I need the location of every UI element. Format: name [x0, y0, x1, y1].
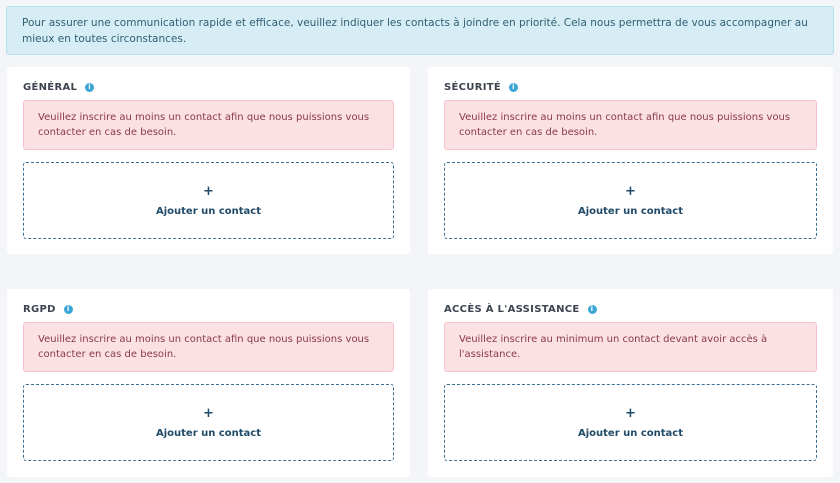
alert-message: Veuillez inscrire au moins un contact af… [23, 100, 394, 150]
add-contact-button[interactable]: + Ajouter un contact [444, 384, 817, 461]
card-title: SÉCURITÉ [444, 81, 501, 93]
plus-icon: + [625, 183, 636, 199]
plus-icon: + [625, 405, 636, 421]
add-contact-button[interactable]: + Ajouter un contact [23, 384, 394, 461]
card-rgpd: RGPD i Veuillez inscrire au moins un cont… [7, 289, 410, 477]
plus-icon: + [203, 183, 214, 199]
card-general: GÉNÉRAL i Veuillez inscrire au moins un c… [7, 67, 410, 254]
card-title: GÉNÉRAL [23, 81, 78, 93]
add-contact-label: Ajouter un contact [577, 205, 683, 217]
info-banner: Pour assurer une communication rapide et… [6, 6, 834, 55]
info-icon[interactable]: i [85, 82, 95, 92]
plus-icon: + [203, 405, 214, 421]
add-contact-label: Ajouter un contact [155, 427, 261, 439]
info-icon[interactable]: i [587, 304, 597, 314]
add-contact-label: Ajouter un contact [155, 205, 261, 217]
info-icon[interactable]: i [63, 304, 73, 314]
card-title: RGPD [23, 303, 56, 315]
card-securite: SÉCURITÉ i Veuillez inscrire au moins un … [428, 67, 833, 254]
add-contact-label: Ajouter un contact [577, 427, 683, 439]
add-contact-button[interactable]: + Ajouter un contact [23, 162, 394, 239]
alert-message: Veuillez inscrire au moins un contact af… [444, 100, 817, 150]
alert-message: Veuillez inscrire au minimum un contact … [444, 322, 817, 372]
card-title: ACCÈS À L'ASSISTANCE [444, 303, 580, 315]
alert-message: Veuillez inscrire au moins un contact af… [23, 322, 394, 372]
add-contact-button[interactable]: + Ajouter un contact [444, 162, 817, 239]
card-acces-assistance: ACCÈS À L'ASSISTANCE i Veuillez inscrire … [428, 289, 833, 477]
info-icon[interactable]: i [508, 82, 518, 92]
